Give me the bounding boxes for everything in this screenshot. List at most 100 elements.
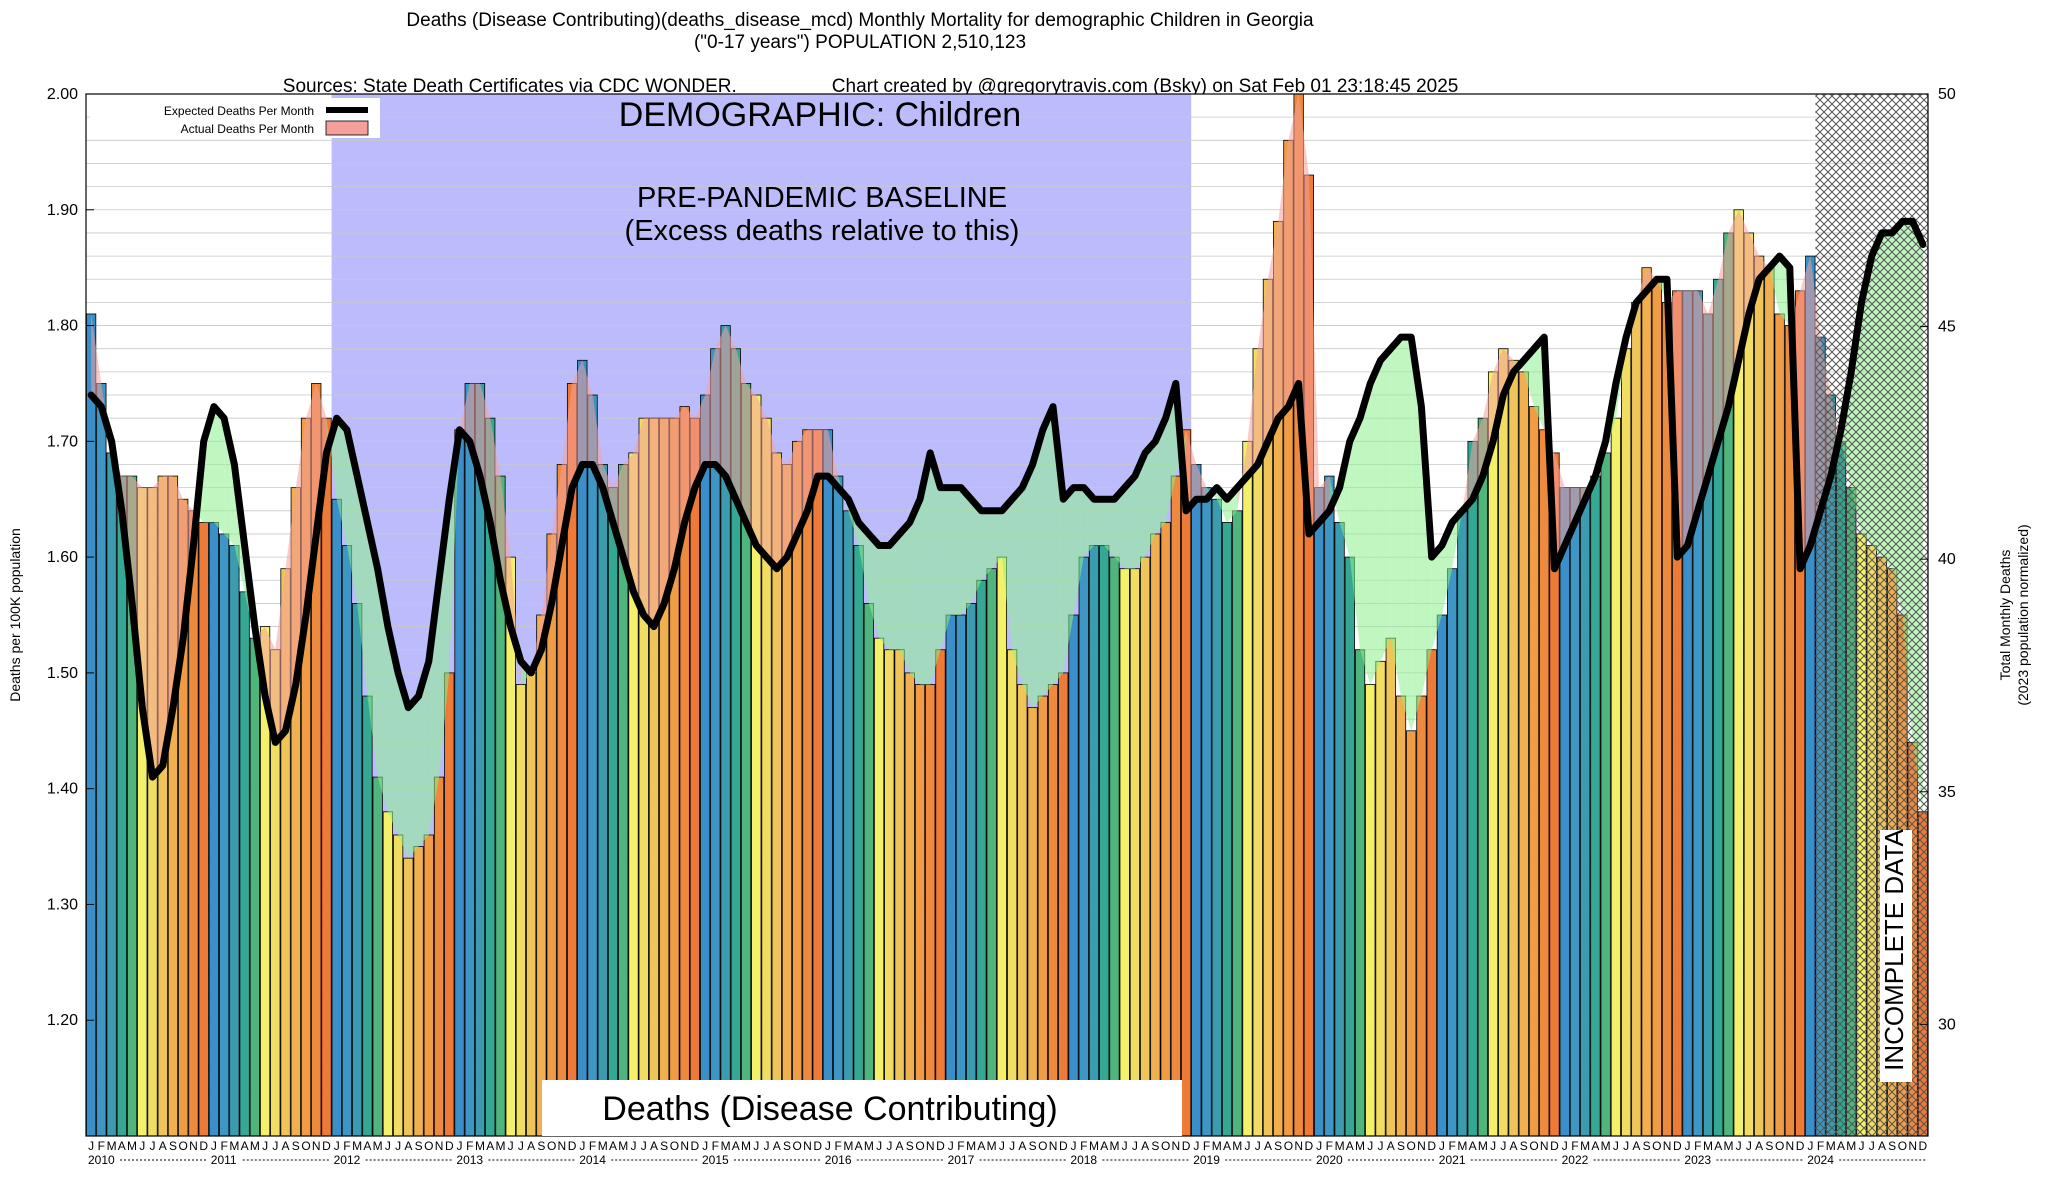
deficit-area [940, 487, 951, 650]
month-label: M [721, 1139, 731, 1153]
excess-area [715, 325, 726, 477]
excess-area [162, 476, 173, 766]
bar [1221, 521, 1233, 1137]
month-label: S [660, 1139, 668, 1153]
month-label: D [936, 1139, 945, 1153]
month-label: S [906, 1139, 914, 1153]
deficit-area [1452, 510, 1463, 569]
month-label: A [1141, 1139, 1149, 1153]
month-label: M [987, 1139, 997, 1153]
bar [423, 834, 434, 1137]
deficit-area [1523, 348, 1535, 407]
deficit-area [909, 499, 921, 685]
bar [515, 684, 527, 1137]
month-label: J [1009, 1139, 1015, 1153]
month-label: J [1193, 1139, 1199, 1153]
y-axis-title: Deaths per 100K population [7, 528, 23, 702]
deficit-area [1022, 464, 1033, 708]
month-label: D [322, 1139, 331, 1153]
month-label: M [1601, 1139, 1611, 1153]
excess-area [1288, 94, 1299, 407]
bar [1774, 313, 1785, 1137]
month-label: S [1029, 1139, 1037, 1153]
month-label: S [1643, 1139, 1651, 1153]
month-label: J [272, 1139, 278, 1153]
year-label: 2013 [456, 1153, 483, 1167]
month-label: A [732, 1139, 740, 1153]
month-label: M [618, 1139, 628, 1153]
month-label: A [1018, 1139, 1026, 1153]
incomplete-label: INCOMPLETE DATA [1879, 828, 1909, 1070]
deficit-area [1114, 487, 1125, 569]
excess-area [572, 360, 583, 488]
bar [802, 429, 813, 1137]
month-label: F [957, 1139, 964, 1153]
bar [1487, 371, 1499, 1137]
month-label: M [1109, 1139, 1119, 1153]
excess-area [1278, 140, 1289, 419]
chart-title: Deaths (Disease Contributing)(deaths_dis… [406, 10, 1314, 31]
deficit-area [920, 452, 931, 685]
bar [1027, 707, 1038, 1137]
annotations: 1.20 1.30 1.40 1.50 1.60 1.70 1.80 1.90 2.00 30 35… [7, 86, 2031, 1167]
month-label: S [1765, 1139, 1773, 1153]
month-label: S [292, 1139, 300, 1153]
bar [1498, 348, 1509, 1137]
y-tick-label: 1.70 [47, 433, 78, 450]
bar [1600, 452, 1611, 1137]
y2-tick-label: 35 [1938, 784, 1956, 801]
deficit-area [1400, 337, 1412, 731]
baseline-label: PRE-PANDEMIC BASELINE [637, 182, 1007, 214]
month-label: F [98, 1139, 105, 1153]
expected-line [87, 217, 1927, 781]
bar [700, 394, 711, 1137]
month-label: J [876, 1139, 882, 1153]
month-label: J [1685, 1139, 1691, 1153]
year-label: 2021 [1439, 1153, 1466, 1167]
year-label: 2024 [1807, 1153, 1834, 1167]
month-label: O [1775, 1139, 1784, 1153]
bar [1201, 487, 1212, 1137]
bar [1242, 440, 1253, 1137]
year-label: 2019 [1193, 1153, 1220, 1167]
bar [526, 672, 537, 1137]
year-label: 2022 [1562, 1153, 1589, 1167]
bar [1354, 649, 1366, 1137]
credit-text: Chart created by @gregorytravis.com (Bsk… [831, 76, 1459, 97]
bar [1406, 730, 1417, 1137]
bar [1457, 510, 1468, 1137]
month-label: D [1550, 1139, 1559, 1153]
y2-tick-label: 30 [1938, 1016, 1956, 1033]
bar [1477, 417, 1488, 1137]
month-label: M [741, 1139, 751, 1153]
excess-area [746, 383, 757, 546]
month-label: J [1858, 1139, 1864, 1153]
excess-area [469, 383, 480, 477]
deficit-area [858, 522, 869, 604]
excess-area [735, 348, 747, 523]
month-label: M [1826, 1139, 1836, 1153]
month-label: D [1305, 1139, 1314, 1153]
bar [863, 603, 874, 1137]
bar [1324, 475, 1335, 1137]
month-label: J [630, 1139, 636, 1153]
excess-area [285, 487, 296, 731]
bar [1621, 348, 1632, 1137]
month-label: A [282, 1139, 290, 1153]
deficit-area [398, 672, 409, 859]
bar [1047, 684, 1059, 1137]
y2-axis-title-2: (2023 population normalized) [2015, 524, 2031, 705]
month-label: O [915, 1139, 924, 1153]
month-label: M [1580, 1139, 1590, 1153]
bar [1436, 614, 1448, 1137]
bar [1150, 533, 1161, 1137]
month-label: D [691, 1139, 700, 1153]
bar [812, 429, 823, 1137]
month-label: A [527, 1139, 535, 1153]
bar [1232, 510, 1243, 1137]
month-label: O [547, 1139, 556, 1153]
month-label: J [1869, 1139, 1875, 1153]
month-label: M [1723, 1139, 1733, 1153]
month-label: A [896, 1139, 904, 1153]
month-label: N [803, 1139, 812, 1153]
